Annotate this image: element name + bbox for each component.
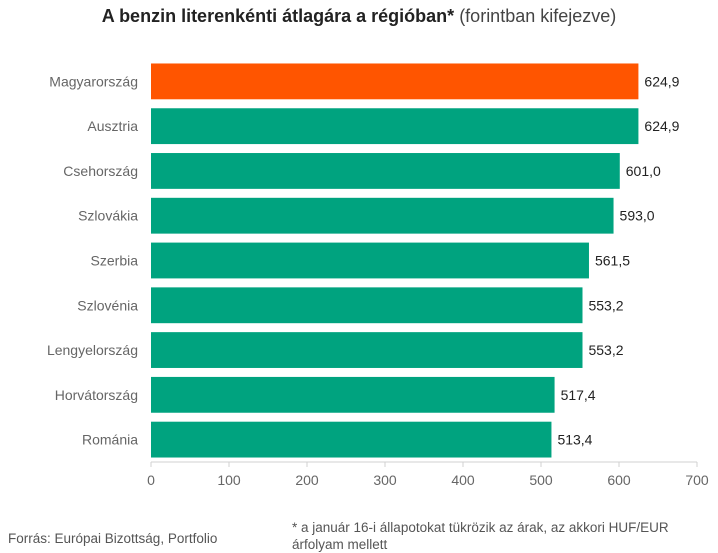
category-label: Szerbia — [91, 253, 139, 269]
bar-9 — [151, 421, 552, 458]
x-tick-label: 0 — [147, 472, 155, 488]
value-label: 513,4 — [557, 432, 592, 448]
x-tick-label: 600 — [607, 472, 631, 488]
value-label: 624,9 — [644, 118, 679, 134]
chart-title-main: A benzin literenkénti átlagára a régióba… — [101, 6, 455, 26]
category-label: Magyarország — [49, 73, 138, 89]
footnote: * a január 16-i állapotokat tükrözik az … — [292, 520, 669, 552]
bar-6 — [151, 287, 583, 324]
x-tick-label: 300 — [373, 472, 397, 488]
value-label: 553,2 — [588, 342, 623, 358]
value-label: 517,4 — [561, 387, 596, 403]
bar-4 — [151, 197, 614, 234]
value-label: 553,2 — [588, 297, 623, 313]
x-axis: 0 100 200 300 400 500 600 700 — [147, 461, 709, 488]
bar-3 — [151, 153, 620, 189]
bar-1 — [151, 63, 639, 100]
x-tick-label: 100 — [217, 472, 241, 488]
x-tick-label: 700 — [685, 472, 709, 488]
value-label: 561,5 — [595, 253, 630, 269]
bar-7 — [151, 332, 583, 368]
category-label: Horvátország — [55, 387, 138, 403]
value-label: 624,9 — [644, 73, 679, 89]
value-label: 593,0 — [620, 208, 655, 224]
x-tick-label: 500 — [529, 472, 553, 488]
category-label: Szlovákia — [78, 208, 138, 224]
chart-title: A benzin literenkénti átlagára a régióba… — [0, 6, 718, 27]
bar-2 — [151, 108, 639, 145]
category-label: Ausztria — [87, 118, 138, 134]
chart-title-unit: (forintban kifejezve) — [459, 6, 617, 26]
bar-5 — [151, 242, 589, 279]
x-tick-label: 200 — [295, 472, 319, 488]
category-label: Románia — [82, 432, 138, 448]
bars-group: Magyarország 624,9 Ausztria 624,9 Csehország… — [47, 63, 680, 458]
category-label: Csehország — [63, 163, 138, 179]
source-note: Forrás: Európai Bizottság, Portfolio — [8, 531, 218, 546]
value-label: 601,0 — [626, 163, 661, 179]
category-label: Szlovénia — [77, 297, 138, 313]
x-tick-label: 400 — [451, 472, 475, 488]
bar-8 — [151, 376, 555, 413]
category-label: Lengyelország — [47, 342, 138, 358]
